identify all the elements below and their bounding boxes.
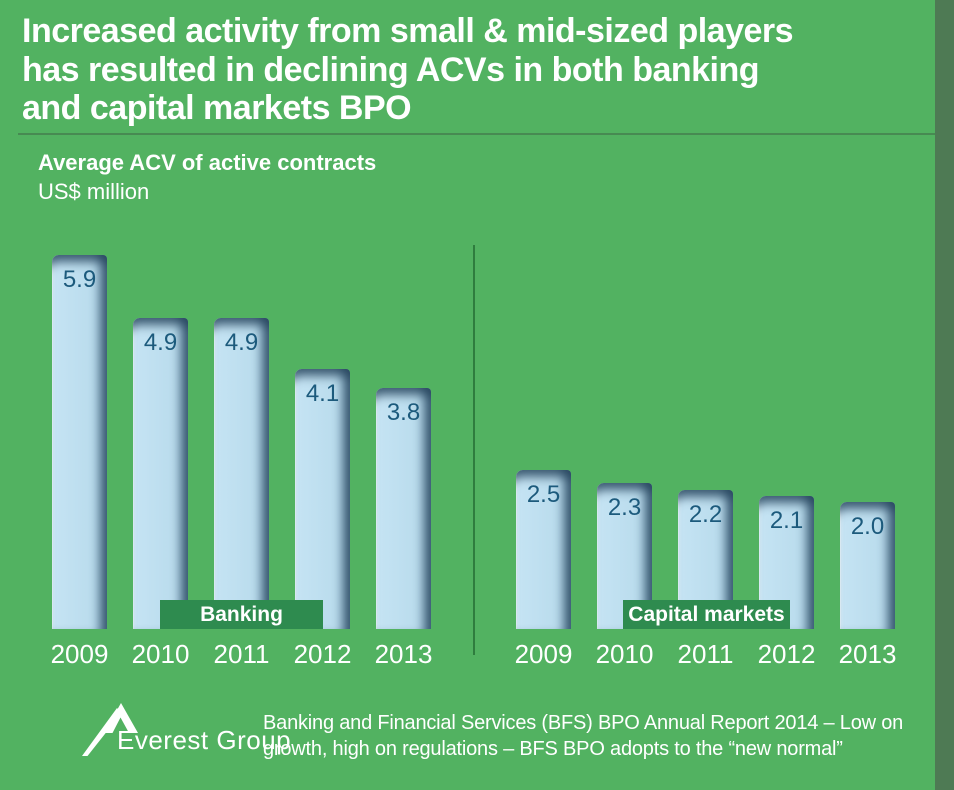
bar-value-label: 4.1: [305, 380, 340, 407]
x-axis-label: 2010: [131, 639, 190, 669]
title-divider-rule: [18, 133, 935, 135]
footer-line-1: Banking and Financial Services (BFS) BPO…: [263, 712, 904, 734]
x-axis-label: 2013: [838, 639, 897, 669]
everest-group-logo-icon: [82, 703, 138, 756]
bar-value-label: 2.1: [769, 507, 804, 534]
banking-x-axis: 2009 2010 2011 2012 2013: [39, 639, 444, 670]
slide-title: Increased activity from small & mid-size…: [22, 12, 922, 128]
x-axis-label: 2010: [595, 639, 654, 669]
bar: 2.5: [516, 470, 571, 629]
x-axis-label: 2009: [50, 639, 109, 669]
bar-value-label: 3.8: [386, 399, 421, 426]
x-axis-label: 2009: [514, 639, 573, 669]
slide-title-line-1: Increased activity from small & mid-size…: [22, 12, 794, 50]
bar-value-label: 4.9: [224, 329, 259, 356]
footer-report-title: Banking and Financial Services (BFS) BPO…: [263, 710, 903, 762]
x-axis-label: 2012: [757, 639, 816, 669]
footer-line-2: growth, high on regulations – BFS BPO ad…: [263, 738, 843, 760]
bar: 3.8: [376, 388, 431, 629]
chart-unit-label: US$ million: [38, 179, 150, 204]
bar: 5.9: [52, 255, 107, 629]
x-axis-label: 2012: [293, 639, 352, 669]
x-axis-label: 2011: [213, 639, 270, 669]
slide-right-edge: [935, 0, 954, 790]
capital-markets-x-axis: 2009 2010 2011 2012 2013: [503, 639, 908, 670]
everest-group-logo-text: Everest Group: [117, 725, 292, 755]
bar: 4.1: [295, 369, 350, 629]
series-label-capital-markets: Capital markets: [623, 600, 790, 629]
bar-value-label: 5.9: [62, 266, 97, 293]
chart-title: Average ACV of active contracts: [38, 150, 377, 175]
bar-value-label: 4.9: [143, 329, 178, 356]
chart-group-divider: [473, 245, 475, 655]
series-label-banking: Banking: [160, 600, 323, 629]
bar: 2.0: [840, 502, 895, 629]
bar-value-label: 2.3: [607, 494, 642, 521]
banking-bars: 5.9 4.9 4.9 4.1 3.8: [52, 255, 431, 629]
x-axis-label: 2011: [677, 639, 734, 669]
slide-title-line-2: has resulted in declining ACVs in both b…: [22, 50, 760, 89]
bar-value-label: 2.0: [850, 513, 885, 540]
bar: 4.9: [214, 318, 269, 629]
bar-value-label: 2.2: [688, 501, 723, 528]
bar: 4.9: [133, 318, 188, 629]
bar-value-label: 2.5: [526, 481, 561, 508]
slide-title-line-3: and capital markets BPO: [22, 89, 412, 127]
x-axis-label: 2013: [374, 639, 433, 669]
